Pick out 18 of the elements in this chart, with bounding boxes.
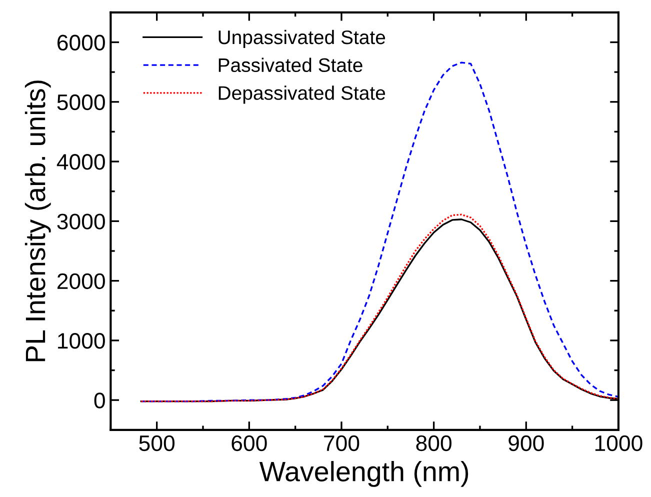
x-tick-label: 700 (324, 435, 360, 452)
x-tick-label: 800 (416, 435, 452, 452)
y-tick-label: 4000 (56, 154, 105, 170)
x-tick-label: 500 (139, 435, 175, 452)
y-tick-label: 2000 (57, 273, 105, 290)
x-axis-title: Wavelength (nm) (259, 461, 468, 487)
y-tick-label: 6000 (58, 34, 105, 51)
y-tick-label: 3000 (57, 214, 105, 230)
legend-label: Passivated State (218, 58, 362, 72)
x-tick-label: 1000 (595, 435, 642, 452)
x-tick-label: 900 (508, 435, 544, 452)
legend-label: Unpassivated State (218, 30, 386, 48)
y-tick-label: 0 (94, 392, 105, 408)
x-tick-label: 600 (232, 435, 267, 452)
y-tick-label: 1000 (58, 332, 105, 349)
legend-label: Depassivated State (218, 86, 386, 104)
y-tick-label: 5000 (57, 94, 105, 110)
y-axis-title: PL Intensity (arb. units) (24, 80, 51, 362)
